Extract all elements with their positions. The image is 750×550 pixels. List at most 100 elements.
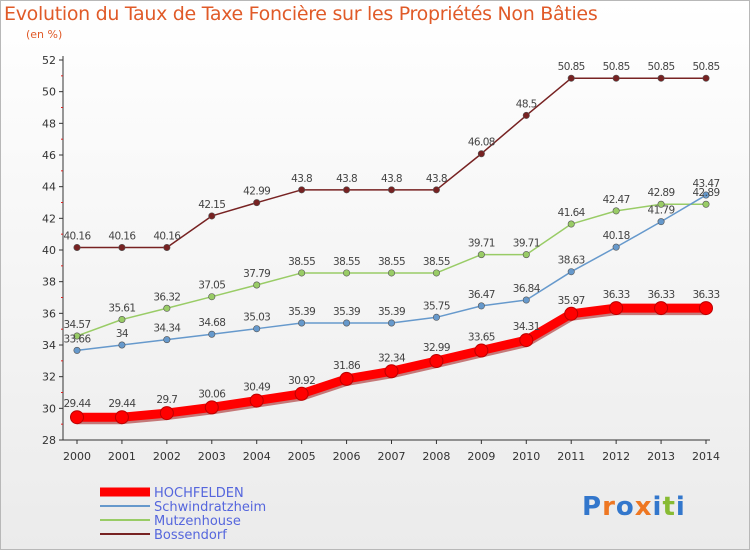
data-label-hochfelden: 29.44 [63, 398, 91, 410]
data-label-schwindratzheim: 35.39 [333, 306, 360, 318]
data-point-mutzenhouse [567, 220, 575, 228]
data-label-hochfelden: 36.33 [648, 289, 675, 301]
data-point-hochfelden [70, 410, 84, 425]
data-label-hochfelden: 35.97 [558, 295, 585, 307]
data-label-hochfelden: 36.33 [603, 289, 630, 301]
data-point-schwindratzheim [387, 319, 395, 327]
data-label-mutzenhouse: 39.71 [468, 238, 495, 250]
data-label-hochfelden: 32.34 [378, 352, 406, 364]
data-point-mutzenhouse [657, 200, 665, 208]
data-label-bossendorf: 50.85 [648, 61, 675, 73]
data-label-mutzenhouse: 37.05 [198, 280, 225, 292]
data-point-hochfelden [564, 306, 579, 321]
data-label-schwindratzheim: 35.39 [378, 306, 405, 318]
data-point-schwindratzheim [702, 191, 710, 199]
x-tick-label: 2005 [288, 450, 316, 463]
x-tick-label: 2002 [153, 450, 181, 463]
data-label-hochfelden: 30.06 [198, 388, 226, 400]
data-label-bossendorf: 50.85 [558, 61, 585, 73]
x-tick-label: 2003 [198, 450, 226, 463]
y-tick-label: 52 [42, 54, 56, 67]
data-point-mutzenhouse [387, 269, 395, 277]
data-point-hochfelden [699, 301, 713, 316]
data-label-hochfelden: 31.86 [333, 360, 361, 372]
data-label-schwindratzheim: 38.63 [558, 255, 585, 267]
data-point-hochfelden [384, 364, 399, 379]
legend-label-schwindratzheim: Schwindratzheim [154, 500, 266, 515]
data-point-mutzenhouse [702, 200, 710, 208]
data-point-hochfelden [654, 301, 669, 316]
y-tick-label: 34 [42, 339, 56, 352]
data-label-schwindratzheim: 34.68 [198, 317, 225, 329]
data-label-hochfelden: 30.92 [288, 375, 315, 387]
legend-label-hochfelden: HOCHFELDEN [154, 486, 244, 501]
data-point-hochfelden [114, 410, 129, 425]
data-label-schwindratzheim: 35.39 [288, 306, 315, 318]
data-point-schwindratzheim [477, 302, 485, 310]
x-tick-label: 2009 [467, 450, 495, 463]
data-point-bossendorf [477, 150, 485, 158]
data-label-bossendorf: 42.15 [198, 199, 225, 211]
series-line-bossendorf [77, 77, 706, 249]
data-label-mutzenhouse: 42.89 [648, 187, 675, 199]
data-point-bossendorf [387, 186, 395, 194]
data-point-schwindratzheim [298, 319, 306, 327]
data-point-schwindratzheim [657, 218, 665, 226]
data-point-hochfelden [474, 343, 489, 358]
data-label-schwindratzheim: 35.03 [243, 312, 270, 324]
data-label-bossendorf: 42.99 [243, 186, 270, 198]
y-tick-label: 36 [42, 307, 56, 320]
logo-letter: P [582, 492, 603, 522]
data-label-hochfelden: 29.44 [108, 398, 136, 410]
data-point-hochfelden [609, 301, 624, 316]
data-point-schwindratzheim [612, 243, 620, 251]
data-point-bossendorf [118, 243, 126, 251]
x-tick-label: 2008 [422, 450, 450, 463]
data-point-mutzenhouse [118, 316, 126, 324]
data-point-hochfelden [294, 386, 309, 401]
y-tick-label: 38 [42, 276, 56, 289]
y-tick-label: 30 [42, 402, 56, 415]
data-label-mutzenhouse: 42.47 [603, 194, 630, 206]
data-point-hochfelden [429, 353, 444, 368]
data-point-mutzenhouse [208, 293, 216, 301]
data-label-bossendorf: 40.16 [153, 230, 181, 242]
data-point-schwindratzheim [432, 313, 440, 321]
data-point-mutzenhouse [477, 251, 485, 259]
data-point-mutzenhouse [253, 281, 261, 289]
y-tick-label: 32 [42, 371, 56, 384]
x-tick-label: 2014 [692, 450, 720, 463]
y-tick-label: 28 [42, 434, 56, 447]
y-tick-label: 50 [42, 86, 56, 99]
data-label-bossendorf: 40.16 [63, 230, 91, 242]
x-tick-label: 2013 [647, 450, 675, 463]
data-point-bossendorf [298, 186, 306, 194]
data-point-mutzenhouse [73, 332, 81, 340]
data-point-schwindratzheim [163, 336, 171, 344]
data-label-bossendorf: 43.8 [336, 173, 357, 185]
data-point-mutzenhouse [343, 269, 351, 277]
data-point-hochfelden [159, 406, 174, 421]
proxiti-logo: Proxiti [582, 492, 686, 522]
data-label-hochfelden: 34.31 [513, 321, 540, 333]
legend-label-mutzenhouse: Mutzenhouse [154, 514, 241, 529]
data-point-mutzenhouse [432, 269, 440, 277]
data-point-bossendorf [163, 243, 171, 251]
logo-letter: i [652, 492, 663, 522]
data-point-mutzenhouse [298, 269, 306, 277]
data-point-bossendorf [253, 199, 261, 207]
data-label-schwindratzheim: 41.79 [648, 205, 675, 217]
logo-letter: t [662, 492, 676, 522]
x-tick-label: 2006 [333, 450, 361, 463]
logo-letter: r [602, 492, 616, 522]
data-label-bossendorf: 43.8 [426, 173, 447, 185]
data-label-schwindratzheim: 34 [116, 328, 129, 340]
data-point-bossendorf [343, 186, 351, 194]
data-point-schwindratzheim [343, 319, 351, 327]
data-point-hochfelden [204, 400, 219, 415]
logo-letter: o [615, 492, 635, 522]
data-label-mutzenhouse: 38.55 [333, 256, 360, 268]
x-tick-label: 2004 [243, 450, 271, 463]
